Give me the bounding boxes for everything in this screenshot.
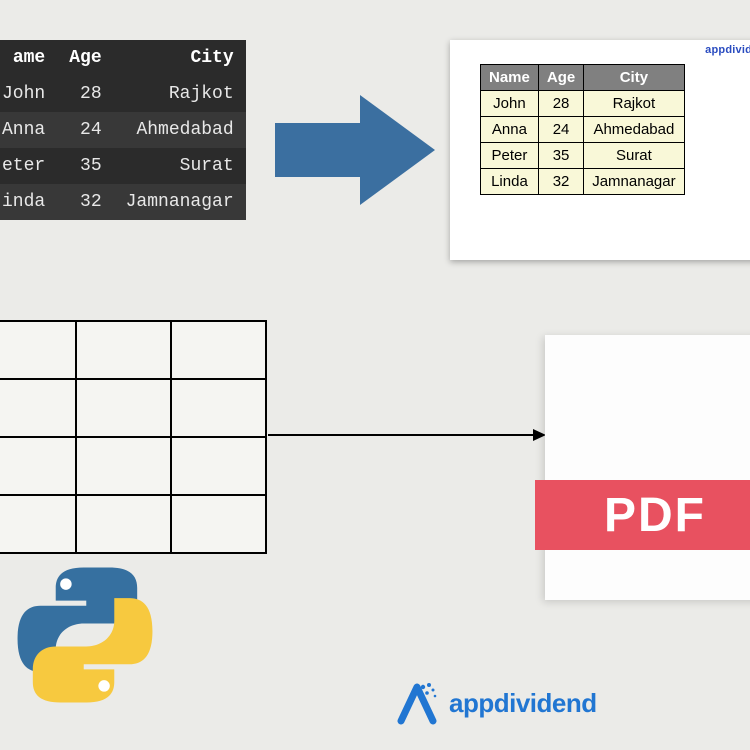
table-row: Peter 35 Surat <box>481 143 685 169</box>
col-header: City <box>114 40 246 76</box>
col-header: Age <box>57 40 113 76</box>
pdf-label: PDF <box>604 488 706 543</box>
watermark-text: appdivid <box>705 44 750 56</box>
brand-text: appdividend <box>449 688 597 719</box>
empty-grid-table <box>0 320 267 554</box>
table-row: Anna 24 Ahmedabad <box>481 117 685 143</box>
col-header: ame <box>0 40 57 76</box>
export-arrow-icon <box>268 425 548 445</box>
table-row: Anna 24 Ahmedabad <box>0 112 246 148</box>
convert-arrow-icon <box>275 95 435 205</box>
table-row: inda 32 Jamnanagar <box>0 184 246 220</box>
table-row: John 28 Rajkot <box>0 76 246 112</box>
appdividend-logo: appdividend <box>395 681 597 725</box>
styled-html-table: Name Age City John 28 Rajkot Anna 24 Ahm… <box>480 64 685 195</box>
table-row: eter 35 Surat <box>0 148 246 184</box>
table-row: John 28 Rajkot <box>481 91 685 117</box>
pdf-band: PDF <box>535 480 750 550</box>
col-header: Age <box>538 65 583 91</box>
styled-table-panel: appdivid Name Age City John 28 Rajkot An… <box>450 40 750 260</box>
pdf-file-icon: PDF <box>545 335 750 600</box>
dataframe-dark-table: ame Age City John 28 Rajkot Anna 24 Ahme… <box>0 40 246 220</box>
python-logo-icon <box>15 565 155 705</box>
brand-mark-icon <box>395 681 443 725</box>
col-header: City <box>584 65 684 91</box>
col-header: Name <box>481 65 539 91</box>
table-row: Linda 32 Jamnanagar <box>481 169 685 195</box>
